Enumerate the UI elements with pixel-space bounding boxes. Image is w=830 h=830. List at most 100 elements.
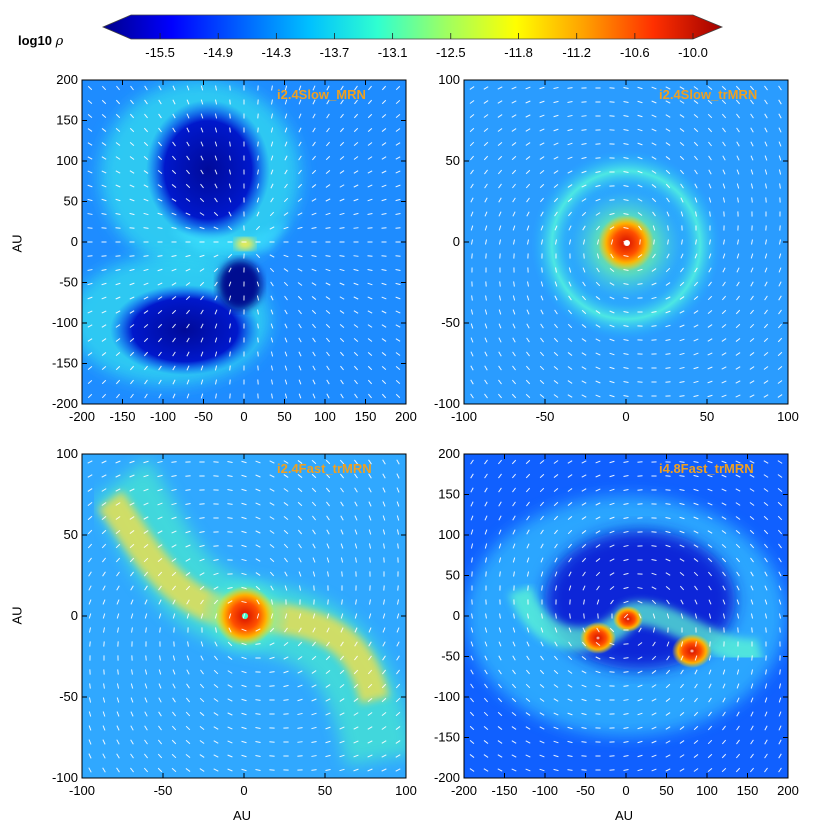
velocity-arrow: [609, 502, 615, 506]
velocity-arrow: [512, 323, 516, 329]
velocity-arrow: [484, 515, 488, 521]
velocity-arrow: [485, 571, 487, 577]
velocity-arrow: [623, 297, 629, 299]
velocity-arrow: [610, 599, 614, 605]
velocity-arrow: [395, 338, 401, 342]
velocity-arrow: [172, 655, 176, 661]
velocity-arrow: [497, 114, 503, 118]
velocity-arrow: [596, 585, 600, 591]
velocity-arrow: [229, 113, 231, 119]
velocity-arrow: [227, 656, 233, 660]
velocity-arrow: [214, 281, 218, 287]
velocity-arrow: [723, 655, 725, 661]
velocity-arrow: [539, 142, 545, 146]
velocity-arrow: [695, 239, 697, 245]
velocity-arrow: [200, 85, 204, 91]
velocity-arrow: [513, 281, 515, 287]
velocity-arrow: [271, 379, 273, 385]
velocity-arrow: [297, 501, 303, 507]
velocity-arrow: [172, 85, 176, 91]
velocity-arrow: [115, 474, 121, 478]
velocity-arrow: [369, 599, 371, 605]
velocity-arrow: [158, 585, 162, 591]
velocity-arrow: [284, 85, 288, 91]
y-tick-label: -100: [52, 315, 78, 330]
velocity-arrow: [284, 183, 288, 189]
velocity-arrow: [325, 740, 331, 744]
velocity-arrow: [297, 487, 303, 493]
velocity-arrow: [325, 310, 331, 314]
velocity-arrow: [130, 99, 134, 105]
velocity-arrow: [723, 239, 725, 245]
velocity-arrow: [367, 379, 373, 385]
velocity-arrow: [269, 671, 275, 673]
velocity-arrow: [665, 683, 671, 689]
velocity-arrow: [199, 711, 205, 717]
velocity-arrow: [469, 155, 475, 161]
velocity-arrow: [568, 641, 572, 647]
velocity-arrow: [765, 183, 767, 189]
velocity-arrow: [186, 155, 190, 161]
velocity-arrow: [87, 198, 93, 202]
velocity-arrow: [101, 213, 107, 215]
velocity-arrow: [311, 712, 317, 716]
velocity-arrow: [525, 754, 531, 758]
velocity-arrow: [595, 684, 601, 688]
velocity-arrow: [595, 310, 601, 314]
velocity-arrow: [129, 212, 135, 216]
velocity-arrow: [736, 599, 740, 605]
x-tick-label: -100: [532, 783, 558, 798]
velocity-arrow: [200, 183, 204, 189]
velocity-arrow: [143, 324, 149, 328]
velocity-arrow: [213, 726, 219, 730]
velocity-arrow: [298, 351, 302, 357]
velocity-arrow: [749, 323, 755, 329]
velocity-arrow: [101, 269, 107, 271]
velocity-arrow: [778, 113, 782, 119]
colorbar-tick-label: -14.9: [203, 45, 233, 60]
velocity-arrow: [540, 557, 544, 563]
velocity-arrow: [326, 99, 330, 105]
velocity-arrow: [200, 641, 204, 647]
velocity-arrow: [185, 739, 191, 745]
velocity-arrow: [171, 227, 177, 229]
y-tick-label: -100: [434, 396, 460, 411]
velocity-arrow: [340, 365, 344, 371]
velocity-arrow: [637, 100, 643, 104]
y-tick-label: -150: [52, 356, 78, 371]
velocity-arrow: [199, 544, 205, 548]
panel-4-xlabel: AU: [615, 808, 634, 823]
velocity-arrow: [595, 516, 601, 520]
velocity-arrow: [367, 212, 373, 216]
velocity-arrow: [382, 529, 386, 535]
velocity-arrow: [665, 367, 671, 369]
velocity-arrow: [553, 515, 559, 521]
velocity-arrow: [539, 726, 545, 730]
velocity-arrow: [694, 683, 698, 689]
velocity-arrow: [540, 239, 544, 245]
velocity-arrow: [525, 169, 531, 175]
velocity-arrow: [312, 365, 316, 371]
velocity-arrow: [511, 155, 517, 161]
colorbar-bar: [101, 14, 724, 40]
velocity-arrow: [567, 309, 573, 315]
velocity-arrow: [609, 352, 615, 356]
velocity-arrow: [749, 474, 755, 478]
velocity-arrow: [512, 239, 516, 245]
velocity-arrow: [609, 101, 615, 103]
velocity-arrow: [284, 141, 288, 147]
velocity-arrow: [736, 585, 740, 591]
velocity-arrow: [382, 487, 386, 493]
velocity-arrow: [693, 324, 699, 328]
velocity-arrow: [257, 113, 259, 119]
velocity-arrow: [102, 767, 106, 773]
velocity-arrow: [283, 474, 289, 478]
velocity-arrow: [297, 698, 303, 702]
velocity-arrow: [270, 365, 274, 371]
velocity-arrow: [129, 351, 135, 357]
velocity-arrow: [553, 754, 559, 758]
velocity-arrow: [213, 740, 219, 744]
velocity-arrow: [722, 183, 726, 189]
velocity-arrow: [554, 225, 558, 231]
velocity-arrow: [555, 613, 557, 619]
